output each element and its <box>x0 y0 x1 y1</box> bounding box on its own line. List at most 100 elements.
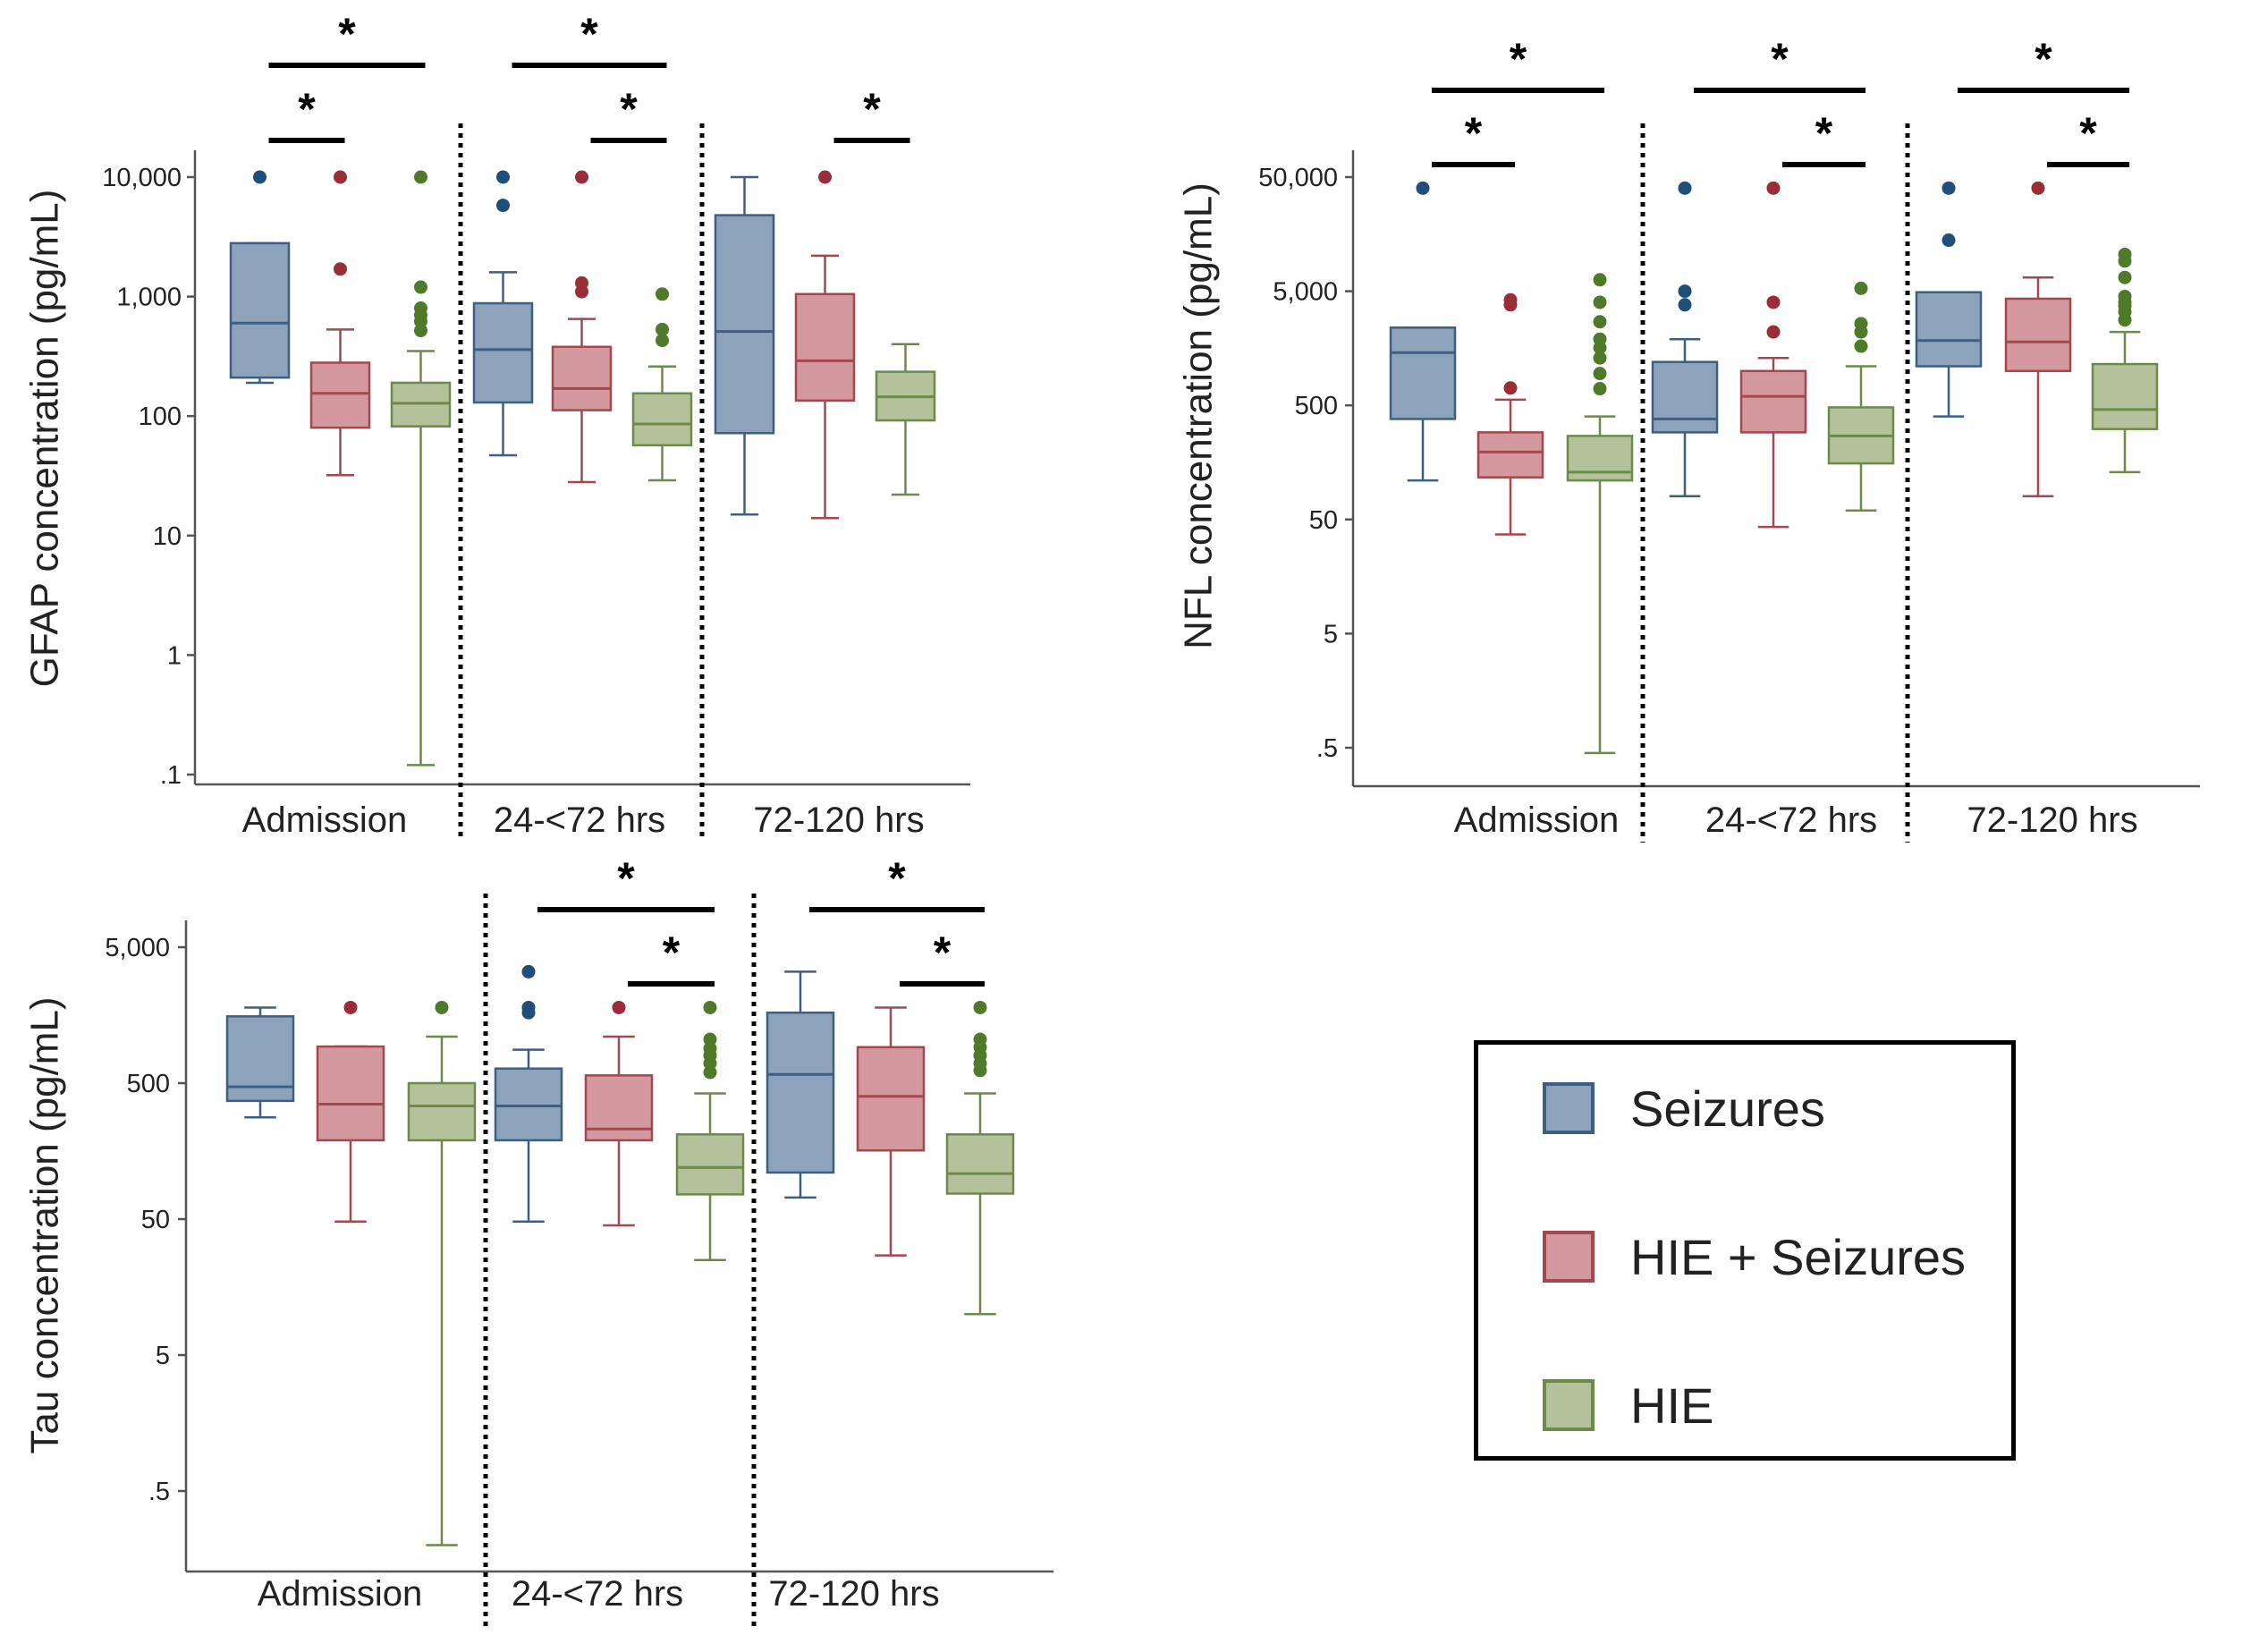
outlier-point <box>334 170 347 184</box>
box-hie-seizures <box>316 1000 385 1223</box>
box-iqr <box>766 1011 835 1174</box>
outlier-point <box>1593 273 1607 287</box>
significance-marker: * <box>833 84 910 143</box>
significance-marker: * <box>1432 34 1604 93</box>
outlier-point <box>703 1032 717 1046</box>
box-iqr <box>316 1045 385 1142</box>
legend-item-hie: HIE <box>1543 1374 1713 1436</box>
outlier-point <box>253 170 267 184</box>
box-iqr <box>407 1081 477 1142</box>
outlier-point <box>703 1000 717 1014</box>
x-category-label: Admission <box>258 1574 423 1614</box>
x-category-label: Admission <box>242 801 408 840</box>
significance-star: * <box>617 853 635 903</box>
box-iqr <box>1739 369 1807 434</box>
box-hie-seizures <box>1739 181 1807 529</box>
legend-label: Seizures <box>1630 1080 1825 1137</box>
legend-swatch-hie <box>1543 1379 1595 1431</box>
outlier-point <box>2031 181 2045 195</box>
y-tick-label: .1 <box>160 761 182 790</box>
outlier-point <box>1593 382 1607 396</box>
box-hie <box>390 170 452 767</box>
significance-star: * <box>863 84 881 134</box>
box-iqr <box>2091 362 2159 430</box>
box-iqr <box>1476 431 1544 479</box>
box-hie <box>675 1000 745 1262</box>
box-iqr <box>494 1067 563 1142</box>
y-tick-label: 1,000 <box>116 284 182 312</box>
y-axis-title: Tau concentration (pg/mL) <box>23 996 67 1453</box>
outlier-point <box>414 170 427 184</box>
outlier-point <box>1503 381 1518 395</box>
outlier-point <box>435 1000 449 1014</box>
outlier-point <box>1766 325 1781 339</box>
box-hie <box>1827 281 1895 512</box>
significance-star: * <box>338 9 356 59</box>
y-tick-label: .5 <box>148 1478 170 1506</box>
outlier-point <box>521 964 536 978</box>
outlier-point <box>1593 332 1607 346</box>
significance-star: * <box>888 853 906 903</box>
significance-star: * <box>580 9 598 59</box>
y-tick-label: 50 <box>1309 506 1338 535</box>
box-iqr <box>229 241 291 379</box>
box-seizures <box>1389 181 1457 482</box>
outlier-point <box>521 1000 536 1014</box>
x-category-label: 24-<72 hrs <box>494 801 665 840</box>
box-iqr <box>1915 291 1983 368</box>
significance-star: * <box>1815 108 1833 158</box>
x-category-label: 72-120 hrs <box>753 801 924 840</box>
significance-marker: * <box>1432 108 1515 167</box>
box-seizures <box>225 1006 295 1119</box>
box-iqr <box>472 301 534 404</box>
outlier-point <box>2118 247 2132 261</box>
y-tick-label: .5 <box>1316 734 1338 763</box>
box-hie <box>875 343 936 496</box>
outlier-point <box>334 262 347 276</box>
box-hie-seizures <box>856 1006 926 1257</box>
outlier-point <box>575 170 588 184</box>
outlier-point <box>2118 289 2132 303</box>
legend-label: HIE + Seizures <box>1630 1228 1967 1285</box>
box-seizures <box>766 970 835 1199</box>
significance-star: * <box>934 928 952 978</box>
box-hie-seizures <box>551 170 613 484</box>
outlier-point <box>1678 298 1692 312</box>
box-iqr <box>225 1015 295 1103</box>
y-tick-label: 50 <box>141 1206 170 1234</box>
y-tick-label: 10 <box>153 522 182 551</box>
box-iqr <box>1566 435 1634 482</box>
legend-item-seizures: Seizures <box>1543 1077 1825 1139</box>
box-hie-seizures <box>1476 292 1544 536</box>
legend-label: HIE <box>1630 1377 1714 1434</box>
box-hie <box>631 287 693 482</box>
significance-marker: * <box>1958 34 2129 93</box>
legend-item-hie-seizures: HIE + Seizures <box>1543 1225 1966 1288</box>
box-iqr <box>584 1074 654 1142</box>
box-iqr <box>714 214 775 435</box>
x-category-label: 72-120 hrs <box>768 1574 939 1614</box>
box-seizures <box>1651 181 1719 498</box>
box-seizures <box>229 170 291 385</box>
significance-marker: * <box>268 9 426 68</box>
box-hie <box>407 1000 477 1546</box>
outlier-point <box>1678 181 1692 195</box>
y-tick-label: 500 <box>1295 392 1338 420</box>
outlier-point <box>496 170 510 184</box>
y-axis-title: NFL concentration (pg/mL) <box>1177 182 1221 649</box>
outlier-point <box>1593 367 1607 381</box>
outlier-point <box>575 275 588 290</box>
box-hie-seizures <box>584 1000 654 1227</box>
box-seizures <box>714 175 775 516</box>
outlier-point <box>343 1000 358 1014</box>
box-iqr <box>1389 326 1457 420</box>
box-hie <box>1566 273 1634 755</box>
box-hie-seizures <box>794 170 856 520</box>
outlier-point <box>1593 315 1607 329</box>
significance-marker: * <box>512 9 667 68</box>
outlier-point <box>656 287 669 301</box>
significance-star: * <box>2035 34 2052 84</box>
x-category-label: Admission <box>1454 801 1620 840</box>
significance-star: * <box>620 84 638 134</box>
